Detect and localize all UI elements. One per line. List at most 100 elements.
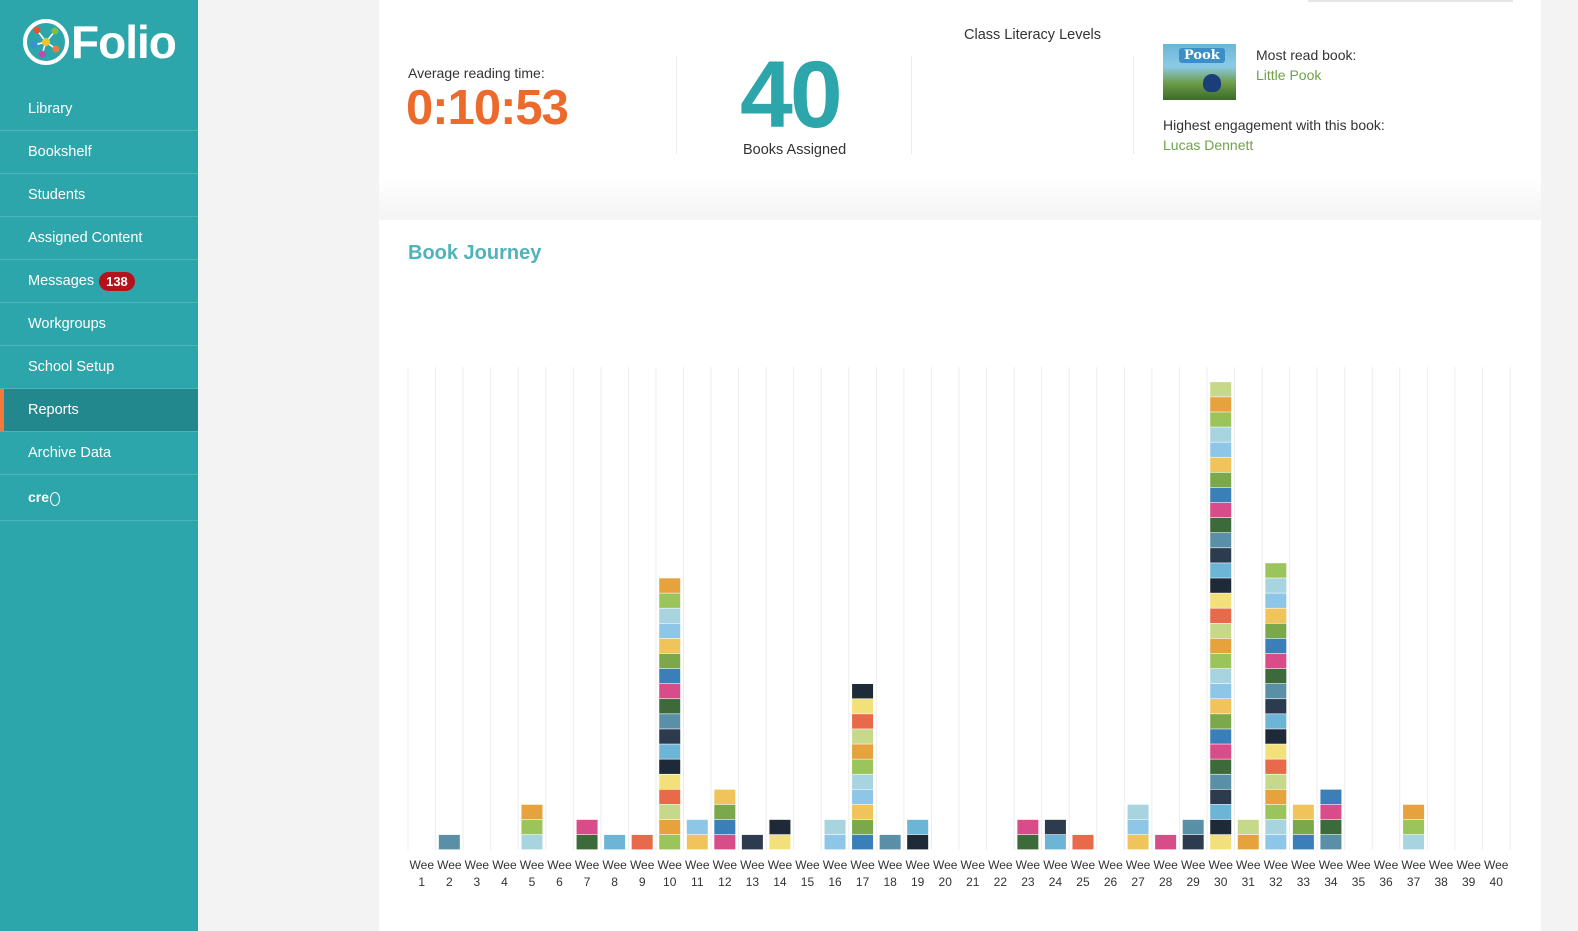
book-cover-thumbnail[interactable] xyxy=(1265,819,1287,835)
chart-bar[interactable] xyxy=(879,834,901,850)
book-cover-thumbnail[interactable] xyxy=(1210,427,1232,442)
book-cover-thumbnail[interactable] xyxy=(659,804,681,820)
book-cover-thumbnail[interactable] xyxy=(659,683,681,699)
book-cover-thumbnail[interactable] xyxy=(659,774,681,790)
chart-bar[interactable] xyxy=(686,819,708,850)
book-cover-thumbnail[interactable] xyxy=(824,819,846,835)
book-cover-thumbnail[interactable] xyxy=(852,789,874,805)
sidebar-item-students[interactable]: Students xyxy=(0,174,198,217)
book-cover-thumbnail[interactable] xyxy=(1210,472,1232,488)
book-cover-thumbnail[interactable] xyxy=(852,683,874,699)
chart-bar[interactable] xyxy=(576,819,598,850)
book-cover-thumbnail[interactable] xyxy=(1403,804,1425,820)
chart-bar[interactable] xyxy=(1182,819,1204,850)
chart-bar[interactable] xyxy=(907,819,929,850)
book-cover-thumbnail[interactable] xyxy=(659,593,681,608)
book-cover-thumbnail[interactable] xyxy=(659,623,681,639)
book-cover-thumbnail[interactable] xyxy=(576,834,598,850)
book-cover-thumbnail[interactable] xyxy=(1127,819,1149,835)
book-cover-thumbnail[interactable] xyxy=(1320,819,1342,835)
chart-bar[interactable] xyxy=(1237,819,1259,850)
book-cover-thumbnail[interactable] xyxy=(1210,804,1232,820)
book-cover-thumbnail[interactable] xyxy=(659,789,681,805)
book-cover-thumbnail[interactable] xyxy=(1292,834,1314,850)
book-cover-thumbnail[interactable] xyxy=(1210,819,1232,835)
book-cover-thumbnail[interactable] xyxy=(521,804,543,820)
book-cover-thumbnail[interactable] xyxy=(1403,819,1425,835)
highest-engagement-student-link[interactable]: Lucas Dennett xyxy=(1163,137,1254,153)
book-cover-thumbnail[interactable] xyxy=(907,819,929,835)
book-cover-thumbnail[interactable] xyxy=(1265,608,1287,623)
book-cover-thumbnail[interactable] xyxy=(659,714,681,729)
book-cover-thumbnail[interactable] xyxy=(659,653,681,669)
book-cover-thumbnail[interactable] xyxy=(1265,804,1287,820)
book-cover-thumbnail[interactable] xyxy=(714,804,736,820)
sidebar-item-school-setup[interactable]: School Setup xyxy=(0,346,198,389)
chart-bar[interactable] xyxy=(1403,804,1425,850)
book-cover-thumbnail[interactable] xyxy=(1320,804,1342,820)
book-cover-thumbnail[interactable] xyxy=(1210,759,1232,774)
book-cover-thumbnail[interactable] xyxy=(852,714,874,729)
book-cover-thumbnail[interactable] xyxy=(1265,563,1287,578)
book-cover-thumbnail[interactable] xyxy=(1210,789,1232,805)
book-cover-thumbnail[interactable] xyxy=(1403,834,1425,850)
book-cover-thumbnail[interactable] xyxy=(769,834,791,850)
book-cover-thumbnail[interactable] xyxy=(1210,397,1232,412)
book-cover-thumbnail[interactable] xyxy=(1265,729,1287,744)
book-cover-thumbnail[interactable] xyxy=(1210,699,1232,714)
book-cover-thumbnail[interactable] xyxy=(852,834,874,850)
book-cover-thumbnail[interactable] xyxy=(1265,593,1287,608)
book-cover-thumbnail[interactable] xyxy=(1210,744,1232,759)
book-cover-thumbnail[interactable] xyxy=(659,699,681,714)
chart-bar[interactable] xyxy=(438,834,460,850)
chart-bar[interactable] xyxy=(714,789,736,850)
book-cover-thumbnail[interactable] xyxy=(1044,834,1066,850)
book-cover-thumbnail[interactable] xyxy=(1265,623,1287,639)
book-cover-thumbnail[interactable] xyxy=(1210,834,1232,850)
book-cover-thumbnail[interactable] xyxy=(1072,834,1094,850)
chart-bar[interactable] xyxy=(741,834,763,850)
chart-bar[interactable] xyxy=(1292,804,1314,850)
book-cover-thumbnail[interactable] xyxy=(1210,774,1232,790)
book-cover-thumbnail[interactable] xyxy=(1210,457,1232,473)
chart-bar[interactable] xyxy=(521,804,543,850)
sidebar-item-assigned-content[interactable]: Assigned Content xyxy=(0,217,198,260)
book-cover-thumbnail[interactable] xyxy=(659,729,681,744)
book-cover-thumbnail[interactable] xyxy=(1210,714,1232,729)
sidebar-item-reports[interactable]: Reports xyxy=(0,389,198,432)
book-cover-thumbnail[interactable] xyxy=(521,819,543,835)
book-cover-thumbnail[interactable] xyxy=(438,834,460,850)
book-cover-thumbnail[interactable] xyxy=(714,834,736,850)
chart-bar[interactable] xyxy=(1210,382,1232,850)
sidebar-item-workgroups[interactable]: Workgroups xyxy=(0,303,198,346)
book-cover-thumbnail[interactable] xyxy=(1265,744,1287,759)
book-cover-thumbnail[interactable] xyxy=(1265,714,1287,729)
book-cover-thumbnail[interactable] xyxy=(1017,819,1039,835)
book-cover-thumbnail[interactable] xyxy=(852,744,874,759)
book-cover-thumbnail[interactable] xyxy=(1265,759,1287,774)
chart-bar[interactable] xyxy=(1017,819,1039,850)
book-cover-thumbnail[interactable] xyxy=(659,578,681,593)
chart-bar[interactable] xyxy=(631,834,653,850)
book-cover-thumbnail[interactable] xyxy=(1265,668,1287,684)
book-cover-thumbnail[interactable] xyxy=(1044,819,1066,835)
book-cover-thumbnail[interactable] xyxy=(1265,683,1287,699)
book-cover-thumbnail[interactable] xyxy=(1210,638,1232,654)
book-cover-thumbnail[interactable] xyxy=(1210,412,1232,427)
chart-bar[interactable] xyxy=(824,819,846,850)
chart-bar[interactable] xyxy=(1072,834,1094,850)
book-cover-thumbnail[interactable] xyxy=(1265,578,1287,593)
book-cover-thumbnail[interactable] xyxy=(769,819,791,835)
book-cover-thumbnail[interactable] xyxy=(1210,653,1232,669)
book-cover-thumbnail[interactable] xyxy=(1265,834,1287,850)
book-cover-thumbnail[interactable] xyxy=(714,819,736,835)
book-cover-thumbnail[interactable] xyxy=(1210,442,1232,457)
chart-bar[interactable] xyxy=(659,578,681,850)
book-cover-thumbnail[interactable] xyxy=(741,834,763,850)
most-read-book-cover[interactable]: Pook xyxy=(1163,44,1236,100)
book-cover-thumbnail[interactable] xyxy=(1155,834,1177,850)
book-cover-thumbnail[interactable] xyxy=(1182,834,1204,850)
sidebar-item-bookshelf[interactable]: Bookshelf xyxy=(0,131,198,174)
book-cover-thumbnail[interactable] xyxy=(521,834,543,850)
book-cover-thumbnail[interactable] xyxy=(686,834,708,850)
